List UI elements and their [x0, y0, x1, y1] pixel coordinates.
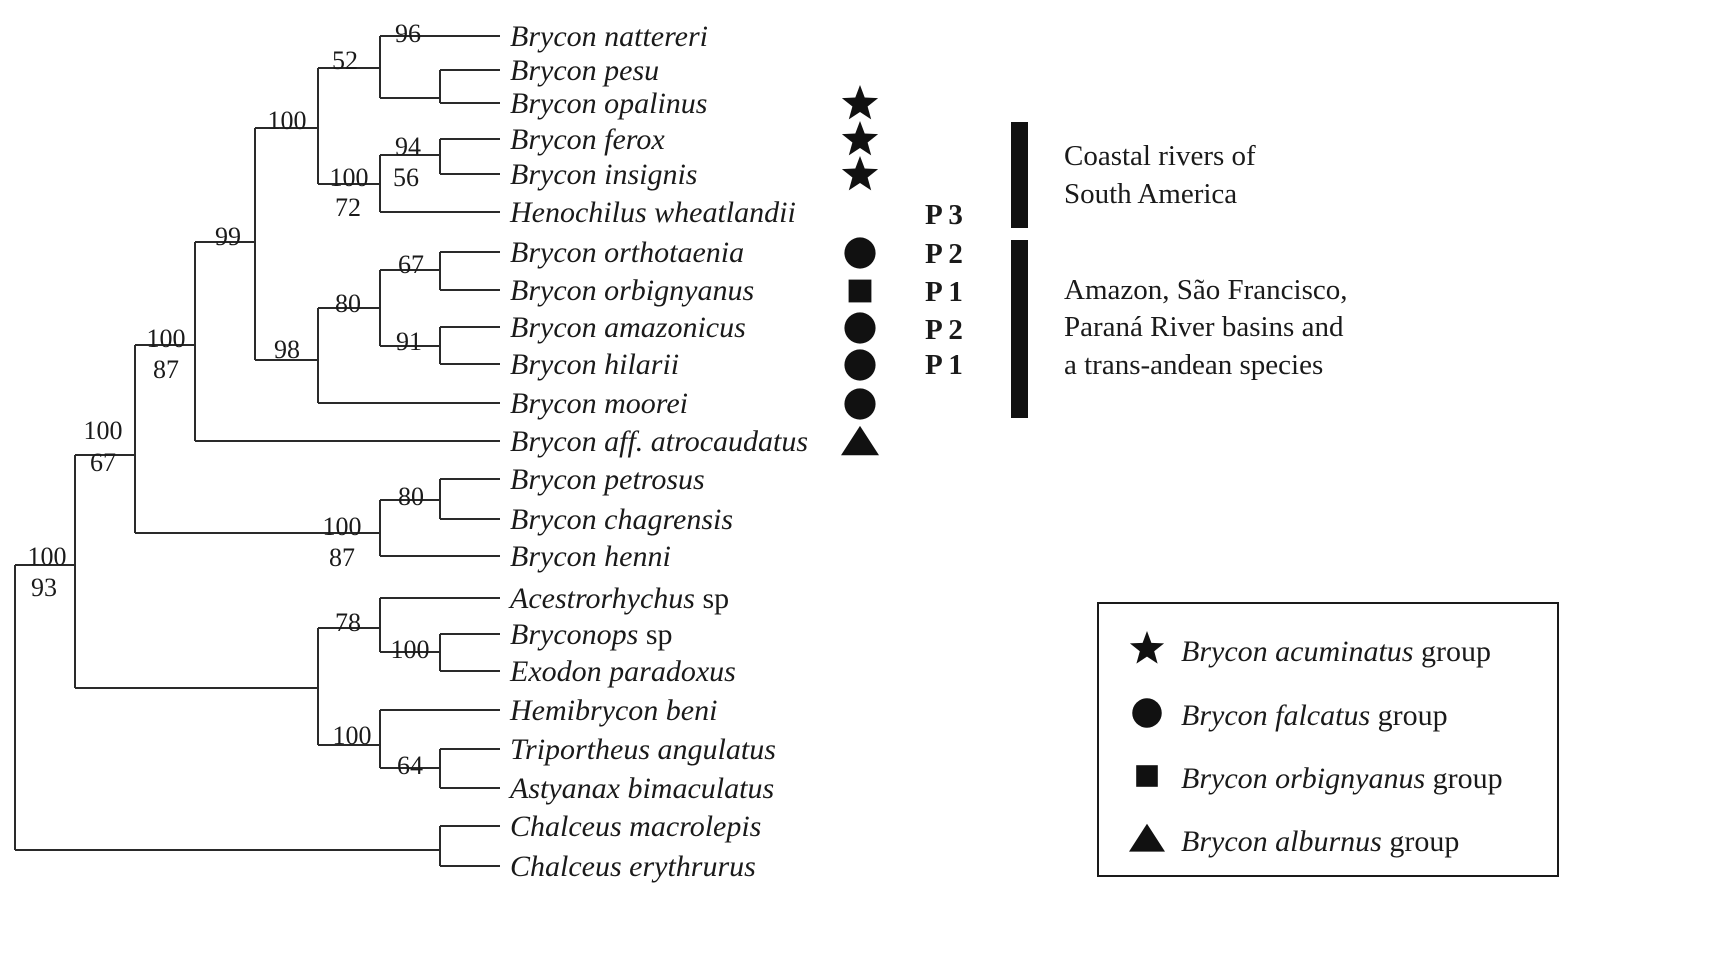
circle-icon: [844, 237, 876, 269]
star-icon: [1129, 631, 1165, 664]
square-icon: [1136, 765, 1158, 787]
tree-branches: [14, 35, 500, 867]
square-icon: [848, 279, 872, 303]
region-label: Amazon, São Francisco,: [1064, 274, 1348, 306]
taxon-label: Brycon orbignyanus: [510, 274, 754, 307]
support-value: 72: [335, 193, 361, 222]
taxon-label: Henochilus wheatlandii: [509, 196, 796, 229]
legend-entry: Brycon alburnus group: [1181, 825, 1459, 858]
population-label: P 2: [925, 314, 963, 346]
region-bar: [1011, 240, 1028, 418]
region-label: South America: [1064, 178, 1237, 210]
support-value: 96: [395, 19, 421, 48]
support-value: 100: [268, 106, 307, 135]
population-labels: P 3P 2P 1P 2P 1: [925, 199, 963, 381]
circle-icon: [1132, 698, 1162, 728]
population-label: P 2: [925, 238, 963, 270]
support-value: 67: [90, 448, 116, 477]
support-value: 100: [323, 512, 362, 541]
support-value: 80: [398, 482, 424, 511]
star-icon: [841, 156, 879, 191]
group-markers: [841, 85, 879, 456]
taxon-label: Brycon opalinus: [510, 87, 707, 120]
support-value: 100: [330, 163, 369, 192]
circle-icon: [844, 349, 876, 381]
support-value: 87: [153, 355, 179, 384]
taxon-label: Chalceus macrolepis: [510, 810, 761, 843]
star-icon: [841, 85, 879, 120]
support-value: 64: [397, 751, 423, 780]
support-value: 100: [333, 721, 372, 750]
triangle-icon: [1129, 823, 1165, 852]
taxon-label: Bryconops sp: [510, 618, 673, 651]
star-icon: [841, 121, 879, 156]
taxon-label: Triportheus angulatus: [510, 733, 776, 766]
taxon-label: Brycon ferox: [510, 123, 665, 156]
taxon-label: Exodon paradoxus: [509, 655, 736, 688]
taxon-label: Brycon hilarii: [510, 348, 679, 381]
legend-box: [1097, 602, 1559, 877]
support-value: 98: [274, 335, 300, 364]
triangle-icon: [841, 425, 879, 456]
taxon-label: Hemibrycon beni: [509, 694, 717, 727]
support-value: 52: [332, 46, 358, 75]
support-value: 67: [398, 250, 424, 279]
taxon-label: Brycon insignis: [510, 158, 698, 191]
support-value: 56: [393, 163, 419, 192]
support-value: 99: [215, 222, 241, 251]
taxon-label: Brycon chagrensis: [510, 503, 733, 536]
circle-icon: [844, 388, 876, 420]
population-label: P 1: [925, 349, 963, 381]
taxon-label: Brycon nattereri: [510, 20, 708, 53]
support-values: 9652100945610072996780919810087100678010…: [28, 19, 430, 780]
support-value: 91: [396, 327, 422, 356]
legend-entry: Brycon acuminatus group: [1181, 635, 1491, 668]
support-value: 100: [28, 542, 67, 571]
support-value: 100: [84, 416, 123, 445]
support-value: 100: [391, 635, 430, 664]
taxon-label: Brycon petrosus: [510, 463, 705, 496]
taxon-label: Chalceus erythrurus: [510, 850, 756, 883]
population-label: P 1: [925, 276, 963, 308]
region-label: Paraná River basins and: [1064, 311, 1344, 343]
support-value: 78: [335, 608, 361, 637]
circle-icon: [844, 312, 876, 344]
legend: Brycon acuminatus group Brycon falcatus g…: [1097, 602, 1559, 877]
taxon-label: Acestrorhychus sp: [508, 582, 729, 615]
taxon-label: Brycon henni: [510, 540, 671, 573]
taxon-label: Astyanax bimaculatus: [508, 772, 774, 805]
support-value: 80: [335, 289, 361, 318]
taxon-label: Brycon orthotaenia: [510, 236, 744, 269]
support-value: 87: [329, 543, 355, 572]
taxon-label: Brycon amazonicus: [510, 311, 746, 344]
taxon-label: Brycon pesu: [510, 54, 659, 87]
region-bar: [1011, 122, 1028, 228]
taxon-label: Brycon aff. atrocaudatus: [510, 425, 808, 458]
support-value: 94: [395, 132, 421, 161]
region-annotations: Coastal rivers of South America Amazon, Sã…: [1011, 122, 1348, 418]
support-value: 100: [147, 324, 186, 353]
taxon-label: Brycon moorei: [510, 387, 688, 420]
population-label: P 3: [925, 199, 963, 231]
region-label: Coastal rivers of: [1064, 140, 1256, 172]
legend-entry: Brycon orbignyanus group: [1181, 762, 1503, 795]
support-value: 93: [31, 573, 57, 602]
region-label: a trans-andean species: [1064, 349, 1323, 381]
legend-entry: Brycon falcatus group: [1181, 699, 1448, 732]
